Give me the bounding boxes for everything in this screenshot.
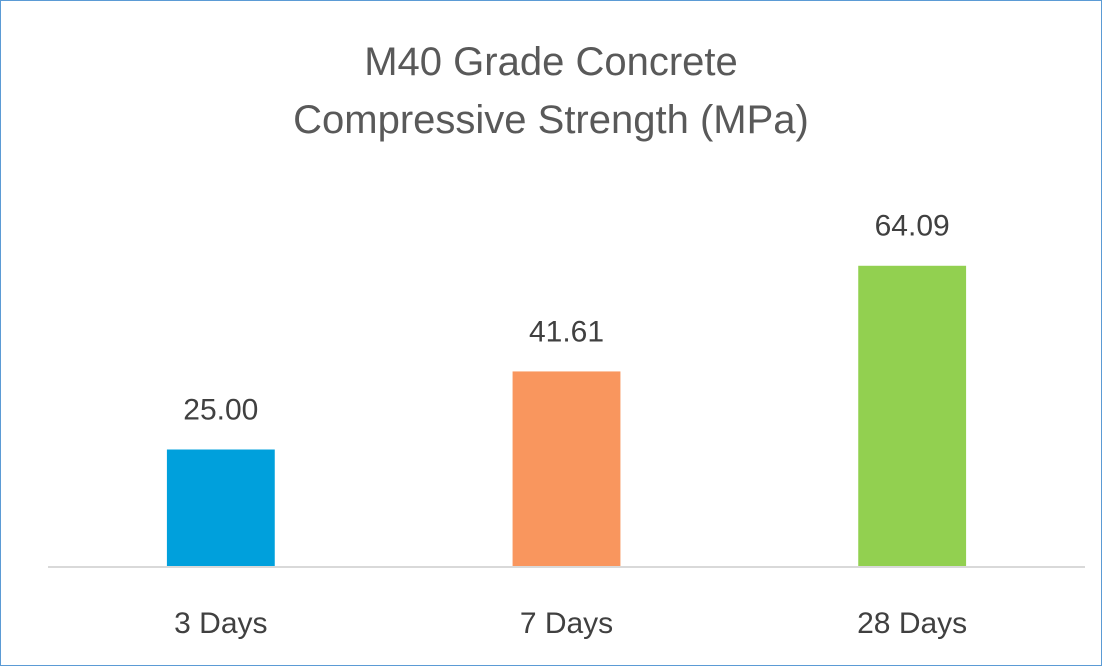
- bar: [512, 371, 621, 567]
- x-tick-label: 7 Days: [520, 607, 613, 640]
- x-tick-label: 3 Days: [174, 607, 267, 640]
- chart-title: M40 Grade Concrete Compressive Strength …: [293, 40, 809, 142]
- bar: [858, 265, 967, 567]
- data-label: 41.61: [529, 315, 604, 348]
- data-label: 64.09: [875, 210, 950, 243]
- bar: [166, 449, 275, 567]
- x-tick-label: 28 Days: [857, 607, 967, 640]
- data-label: 25.00: [183, 393, 258, 426]
